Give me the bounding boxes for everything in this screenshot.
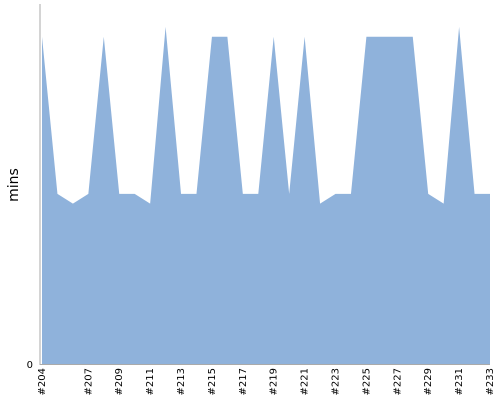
x-tick-label: #215 <box>207 368 218 395</box>
x-tick-label: #221 <box>300 368 311 395</box>
y-tick-label: 0 <box>27 360 33 371</box>
x-tick-label: #213 <box>176 368 187 395</box>
x-tick-label: #227 <box>392 368 403 395</box>
x-tick-label: #231 <box>454 368 465 395</box>
x-tick-label: #209 <box>114 368 125 395</box>
x-tick-label: #207 <box>83 368 94 395</box>
x-tick-label: #211 <box>145 368 156 395</box>
x-tick-label: #229 <box>423 368 434 395</box>
x-tick-label: #223 <box>331 368 342 395</box>
x-tick-label: #233 <box>485 368 496 395</box>
x-tick-label: #217 <box>238 368 249 395</box>
plot-area <box>42 26 490 364</box>
y-axis-label: mins <box>6 168 22 202</box>
axes <box>39 4 490 365</box>
x-tick-label: #219 <box>269 368 280 395</box>
x-tick-label: #225 <box>361 368 372 395</box>
series-area <box>42 26 490 364</box>
x-tick-label: #204 <box>37 368 48 395</box>
tick-labels: #204 #207 #209 #211 #213 #215 #217 #219 #221 #223… <box>27 360 496 395</box>
